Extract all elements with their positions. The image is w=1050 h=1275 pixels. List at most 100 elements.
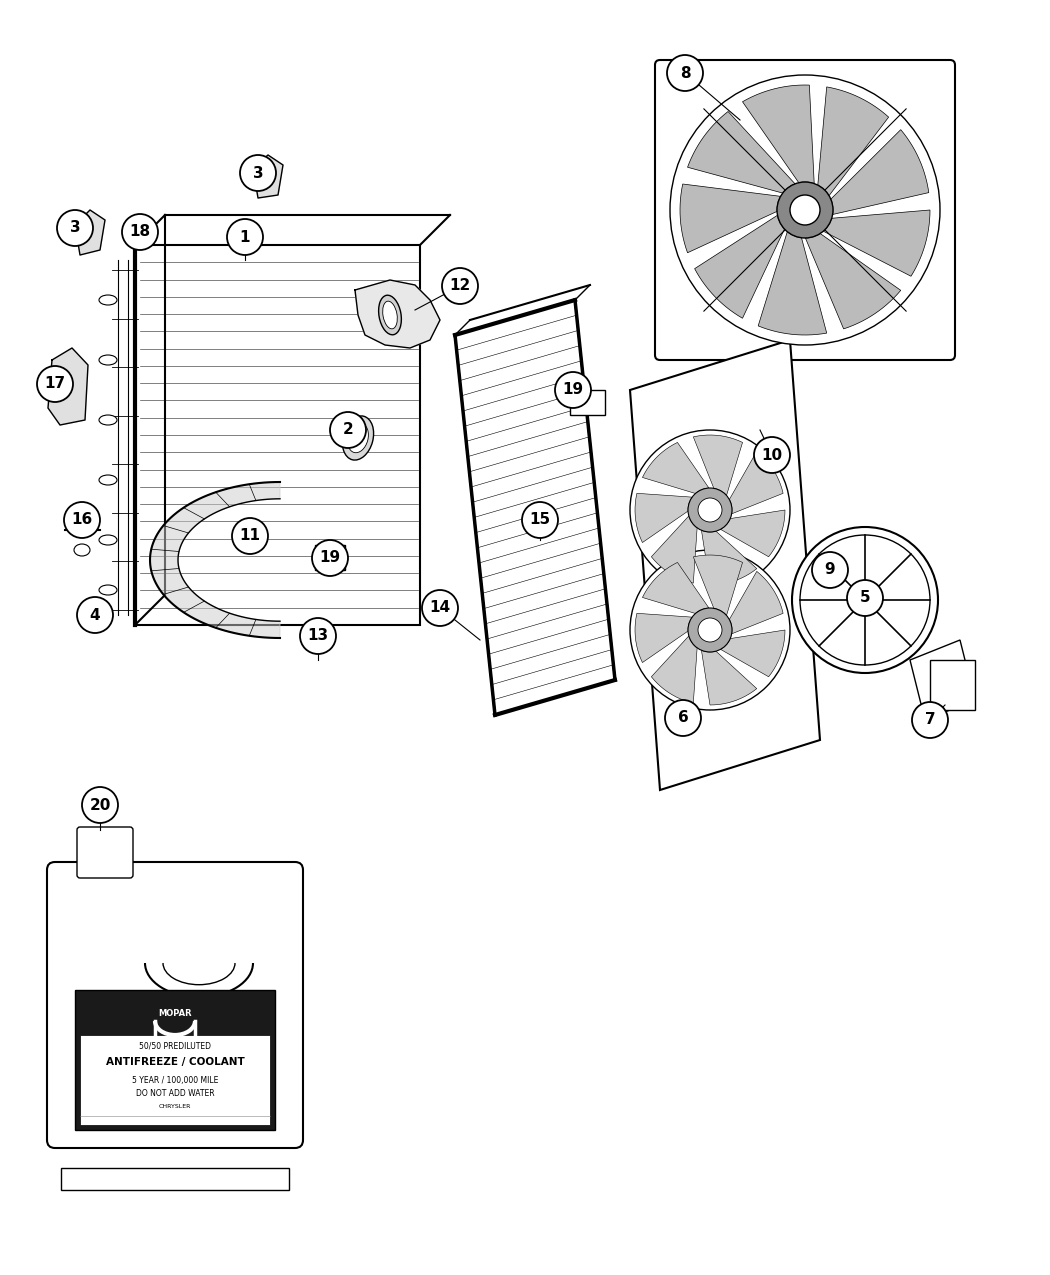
Circle shape xyxy=(422,590,458,626)
Ellipse shape xyxy=(74,524,91,536)
Circle shape xyxy=(122,214,158,250)
Circle shape xyxy=(812,552,848,588)
Text: 12: 12 xyxy=(449,278,470,293)
Circle shape xyxy=(800,536,930,666)
Polygon shape xyxy=(253,156,284,198)
Circle shape xyxy=(667,55,704,91)
Polygon shape xyxy=(651,636,697,703)
Circle shape xyxy=(853,588,877,612)
FancyBboxPatch shape xyxy=(655,60,956,360)
Circle shape xyxy=(522,502,558,538)
Ellipse shape xyxy=(99,414,117,425)
Circle shape xyxy=(790,195,820,224)
Ellipse shape xyxy=(74,544,90,556)
Text: 19: 19 xyxy=(319,551,340,566)
Circle shape xyxy=(792,527,938,673)
Circle shape xyxy=(670,75,940,346)
Circle shape xyxy=(240,156,276,191)
Polygon shape xyxy=(720,510,785,557)
Text: 3: 3 xyxy=(253,166,264,181)
Text: 4: 4 xyxy=(89,607,101,622)
Circle shape xyxy=(57,210,93,246)
Polygon shape xyxy=(742,85,814,184)
Circle shape xyxy=(82,787,118,822)
Circle shape xyxy=(227,219,262,255)
Circle shape xyxy=(64,502,100,538)
Circle shape xyxy=(312,541,348,576)
Circle shape xyxy=(555,372,591,408)
Text: MOPAR: MOPAR xyxy=(159,1010,192,1019)
Circle shape xyxy=(777,182,833,238)
Text: 14: 14 xyxy=(429,601,450,616)
Text: 16: 16 xyxy=(71,513,92,528)
Circle shape xyxy=(698,499,722,521)
Text: 18: 18 xyxy=(129,224,150,240)
Circle shape xyxy=(37,366,74,402)
Polygon shape xyxy=(643,442,709,493)
Circle shape xyxy=(698,618,722,643)
Text: 5: 5 xyxy=(860,590,870,606)
Polygon shape xyxy=(701,650,757,705)
Polygon shape xyxy=(680,184,780,252)
Circle shape xyxy=(77,597,113,632)
Polygon shape xyxy=(455,300,615,715)
Polygon shape xyxy=(693,555,742,616)
Circle shape xyxy=(754,437,790,473)
Polygon shape xyxy=(630,340,820,790)
Ellipse shape xyxy=(99,476,117,484)
Text: 9: 9 xyxy=(824,562,836,578)
FancyBboxPatch shape xyxy=(128,224,150,244)
Text: 19: 19 xyxy=(563,382,584,398)
FancyBboxPatch shape xyxy=(75,989,275,1130)
Polygon shape xyxy=(651,516,697,583)
Text: 20: 20 xyxy=(89,797,110,812)
FancyBboxPatch shape xyxy=(570,390,605,414)
Circle shape xyxy=(630,550,790,710)
Polygon shape xyxy=(75,210,105,255)
Polygon shape xyxy=(643,562,709,613)
FancyBboxPatch shape xyxy=(61,1168,289,1190)
Text: CHRYSLER: CHRYSLER xyxy=(159,1103,191,1108)
Polygon shape xyxy=(818,87,888,195)
Polygon shape xyxy=(635,493,692,543)
Circle shape xyxy=(912,703,948,738)
Ellipse shape xyxy=(72,504,92,516)
FancyBboxPatch shape xyxy=(47,862,303,1148)
Polygon shape xyxy=(823,210,930,277)
Text: 10: 10 xyxy=(761,448,782,463)
Text: ANTIFREEZE / COOLANT: ANTIFREEZE / COOLANT xyxy=(106,1057,245,1067)
Ellipse shape xyxy=(348,423,369,453)
Polygon shape xyxy=(635,613,692,663)
Text: 15: 15 xyxy=(529,513,550,528)
Polygon shape xyxy=(701,530,757,585)
Polygon shape xyxy=(831,130,929,214)
Polygon shape xyxy=(695,215,784,319)
Text: 8: 8 xyxy=(679,65,690,80)
Ellipse shape xyxy=(99,585,117,595)
Ellipse shape xyxy=(342,416,374,460)
Text: 3: 3 xyxy=(69,221,80,236)
Circle shape xyxy=(688,488,732,532)
FancyBboxPatch shape xyxy=(77,827,133,878)
FancyBboxPatch shape xyxy=(315,544,345,570)
Text: 13: 13 xyxy=(308,629,329,644)
Circle shape xyxy=(630,430,790,590)
Circle shape xyxy=(442,268,478,303)
Text: 7: 7 xyxy=(925,713,936,728)
Circle shape xyxy=(330,412,366,448)
Circle shape xyxy=(300,618,336,654)
Polygon shape xyxy=(688,111,795,193)
Ellipse shape xyxy=(382,301,397,329)
Ellipse shape xyxy=(99,295,117,305)
Polygon shape xyxy=(355,280,440,348)
Polygon shape xyxy=(910,640,975,720)
Circle shape xyxy=(232,518,268,555)
Polygon shape xyxy=(730,451,783,514)
FancyBboxPatch shape xyxy=(80,1035,270,1125)
Ellipse shape xyxy=(99,536,117,544)
Polygon shape xyxy=(48,348,88,425)
Circle shape xyxy=(847,580,883,616)
Circle shape xyxy=(665,700,701,736)
Ellipse shape xyxy=(379,296,401,335)
Polygon shape xyxy=(805,233,901,329)
